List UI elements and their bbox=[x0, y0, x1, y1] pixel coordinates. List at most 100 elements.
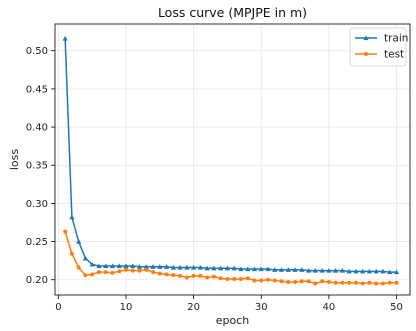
data-point-train bbox=[387, 269, 393, 275]
series-line-test bbox=[64, 231, 397, 285]
data-point-test bbox=[205, 275, 210, 280]
data-point-test bbox=[144, 267, 149, 272]
y-tick-label: 0.25 bbox=[26, 237, 48, 248]
data-point-train bbox=[224, 265, 231, 271]
data-point-train bbox=[265, 266, 271, 272]
y-axis-label: loss bbox=[8, 149, 21, 171]
data-point-train bbox=[211, 265, 217, 271]
y-tick-label: 0.40 bbox=[26, 123, 48, 134]
data-point-test bbox=[374, 281, 379, 286]
data-point-test bbox=[198, 273, 203, 278]
data-point-train bbox=[69, 214, 75, 220]
data-point-test bbox=[178, 273, 183, 278]
legend-label-test: test bbox=[384, 49, 404, 61]
data-point-test bbox=[333, 280, 338, 285]
x-tick-label: 30 bbox=[255, 302, 268, 313]
data-point-test bbox=[137, 268, 142, 273]
data-point-train bbox=[360, 268, 366, 274]
x-tick-label: 0 bbox=[55, 302, 61, 313]
data-point-test bbox=[63, 229, 68, 234]
data-point-test bbox=[313, 281, 318, 286]
data-point-train bbox=[76, 238, 82, 244]
y-axis-ticks: 0.20 0.25 0.30 0.35 0.40 0.45 0.50 bbox=[26, 46, 55, 286]
y-tick-label: 0.35 bbox=[26, 161, 48, 172]
data-point-train bbox=[123, 263, 129, 269]
legend-marker-train bbox=[363, 35, 369, 41]
x-tick-label: 40 bbox=[322, 302, 335, 313]
data-point-test bbox=[90, 272, 95, 277]
x-tick-label: 10 bbox=[120, 302, 133, 313]
x-axis-ticks: 0 10 20 30 40 50 bbox=[55, 295, 403, 313]
data-point-train bbox=[272, 267, 278, 272]
data-point-train bbox=[204, 265, 210, 271]
data-point-train bbox=[319, 267, 325, 273]
data-point-test bbox=[394, 280, 399, 285]
data-point-test bbox=[130, 268, 135, 273]
data-point-train bbox=[251, 266, 258, 272]
y-tick-label: 0.45 bbox=[26, 84, 48, 95]
series-train bbox=[62, 35, 400, 275]
series-line-train bbox=[64, 38, 397, 273]
data-point-train bbox=[333, 267, 339, 273]
chart-title: Loss curve (MPJPE in m) bbox=[158, 5, 307, 20]
data-point-test bbox=[320, 279, 325, 284]
data-point-train bbox=[177, 264, 183, 270]
y-tick-label: 0.30 bbox=[26, 199, 48, 210]
data-point-test bbox=[232, 276, 237, 281]
data-point-test bbox=[326, 280, 331, 285]
data-point-train bbox=[82, 255, 89, 261]
data-point-train bbox=[130, 263, 136, 269]
data-point-train bbox=[143, 264, 149, 269]
data-point-train bbox=[89, 261, 95, 267]
data-point-test bbox=[279, 279, 284, 284]
data-point-test bbox=[259, 278, 264, 283]
data-point-test bbox=[252, 278, 257, 283]
data-point-test bbox=[353, 280, 358, 285]
data-point-train bbox=[184, 264, 190, 270]
data-point-train bbox=[305, 267, 312, 273]
data-point-test bbox=[96, 270, 101, 275]
data-point-test bbox=[340, 280, 345, 285]
x-tick-label: 50 bbox=[390, 302, 403, 313]
legend-item-train: train bbox=[355, 33, 408, 45]
data-point-train bbox=[218, 265, 224, 271]
data-point-train bbox=[62, 35, 68, 41]
data-point-test bbox=[387, 280, 392, 285]
data-point-test bbox=[124, 267, 128, 272]
data-point-train bbox=[238, 266, 244, 272]
data-point-test bbox=[164, 272, 169, 277]
data-point-train bbox=[136, 264, 143, 269]
y-tick-label: 0.20 bbox=[26, 275, 48, 286]
data-point-test bbox=[211, 274, 216, 279]
data-point-test bbox=[286, 280, 291, 285]
data-point-test bbox=[117, 269, 122, 274]
data-point-test bbox=[69, 251, 74, 256]
data-point-test bbox=[367, 280, 372, 285]
x-tick-label: 20 bbox=[187, 302, 200, 313]
data-point-train bbox=[353, 268, 359, 274]
y-tick-label: 0.50 bbox=[26, 46, 48, 57]
legend: train test bbox=[349, 27, 408, 67]
data-point-test bbox=[360, 281, 365, 286]
data-point-train bbox=[150, 264, 156, 269]
legend-marker-test bbox=[364, 52, 368, 56]
data-point-test bbox=[293, 280, 298, 285]
data-point-test bbox=[103, 270, 108, 275]
data-point-train bbox=[380, 268, 386, 274]
data-point-test bbox=[238, 276, 243, 281]
data-point-train bbox=[96, 263, 102, 269]
series-test bbox=[63, 229, 399, 286]
data-point-train bbox=[116, 263, 122, 269]
data-point-test bbox=[306, 279, 311, 284]
legend-label-train: train bbox=[384, 33, 408, 45]
data-point-test bbox=[191, 273, 196, 278]
data-point-train bbox=[373, 268, 379, 274]
data-point-train bbox=[285, 267, 291, 272]
data-point-test bbox=[218, 276, 223, 281]
data-point-test bbox=[245, 276, 250, 281]
data-point-train bbox=[103, 263, 109, 269]
data-point-test bbox=[171, 273, 176, 278]
data-point-train bbox=[191, 264, 197, 270]
data-point-train bbox=[231, 265, 237, 271]
